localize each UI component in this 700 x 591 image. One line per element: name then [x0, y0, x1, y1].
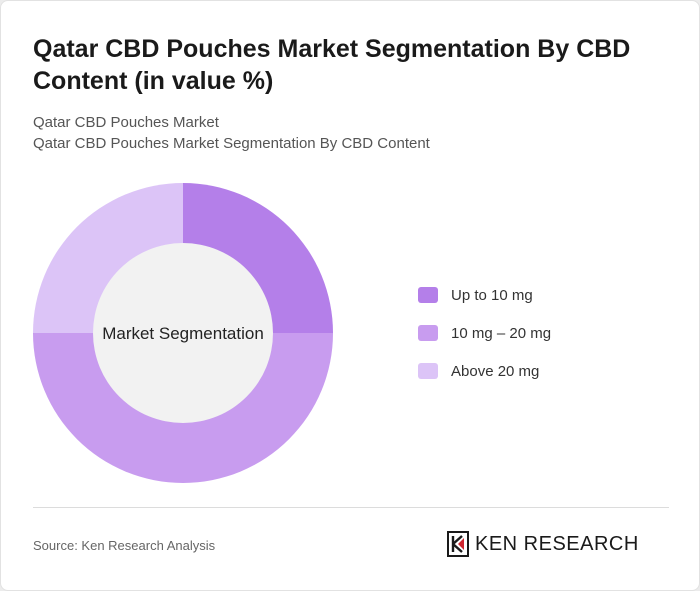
legend-item-10-20mg[interactable]: 10 mg – 20 mg: [418, 323, 551, 343]
footer-divider: [33, 507, 669, 508]
chart-title: Qatar CBD Pouches Market Segmentation By…: [33, 35, 631, 95]
legend-label: Above 20 mg: [451, 362, 540, 380]
ken-research-logo-icon: [447, 531, 469, 557]
source-note: Source: Ken Research Analysis: [33, 538, 216, 553]
chart-legend: Up to 10 mg 10 mg – 20 mg Above 20 mg: [418, 285, 551, 399]
ken-research-logo: KEN RESEARCH: [447, 530, 639, 558]
legend-item-above-20mg[interactable]: Above 20 mg: [418, 361, 551, 381]
donut-chart: Market Segmentation: [33, 183, 333, 483]
chart-subtitle-segmentation: Qatar CBD Pouches Market Segmentation By…: [33, 135, 430, 152]
donut-hole: [93, 243, 273, 423]
ken-research-logo-text: KEN RESEARCH: [475, 532, 639, 555]
donut-center-label: Market Segmentation: [102, 324, 264, 343]
legend-swatch: [418, 363, 438, 379]
legend-label: Up to 10 mg: [451, 286, 533, 304]
legend-swatch: [418, 325, 438, 341]
legend-label: 10 mg – 20 mg: [451, 324, 552, 342]
legend-item-up-to-10mg[interactable]: Up to 10 mg: [418, 285, 551, 305]
chart-subtitle-market: Qatar CBD Pouches Market: [33, 114, 219, 131]
legend-swatch: [418, 287, 438, 303]
